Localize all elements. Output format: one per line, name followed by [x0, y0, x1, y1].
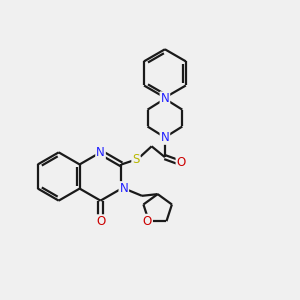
Text: O: O [143, 215, 152, 228]
Text: O: O [96, 215, 105, 228]
Text: S: S [132, 153, 140, 166]
Text: N: N [119, 182, 128, 195]
Text: N: N [96, 146, 105, 159]
Text: N: N [160, 92, 169, 105]
Text: O: O [176, 155, 186, 169]
Text: N: N [160, 131, 169, 144]
